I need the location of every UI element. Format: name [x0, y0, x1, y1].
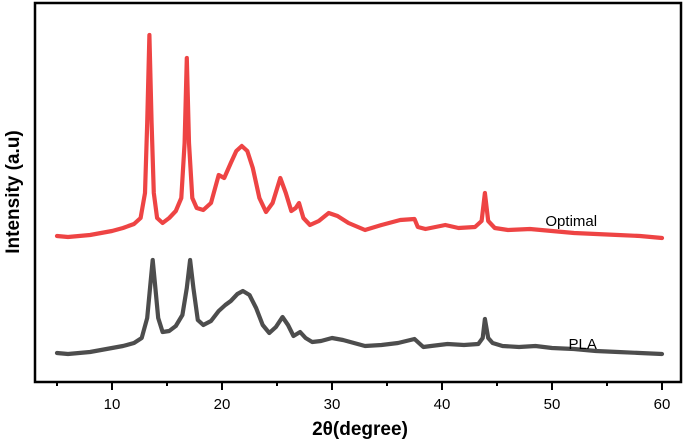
pla-curve	[54, 257, 665, 357]
optimal-curve	[54, 32, 665, 241]
optimal-series-label: Optimal	[545, 213, 597, 230]
x-tick-label: 60	[654, 396, 671, 413]
x-tick-label: 50	[544, 396, 561, 413]
x-tick-label: 10	[104, 396, 121, 413]
x-tick-label: 30	[324, 396, 341, 413]
series-layer	[54, 32, 665, 357]
x-minor-ticks	[56, 382, 608, 386]
plot-frame	[33, 1, 683, 384]
y-axis-title: Intensity (a.u)	[3, 130, 24, 254]
x-axis-title: 2θ(degree)	[312, 419, 408, 439]
x-major-ticks: 10 20 30 40 50 60	[104, 382, 671, 413]
x-tick-label: 40	[434, 396, 451, 413]
pla-series-label: PLA	[569, 336, 597, 353]
x-tick-label: 20	[214, 396, 231, 413]
